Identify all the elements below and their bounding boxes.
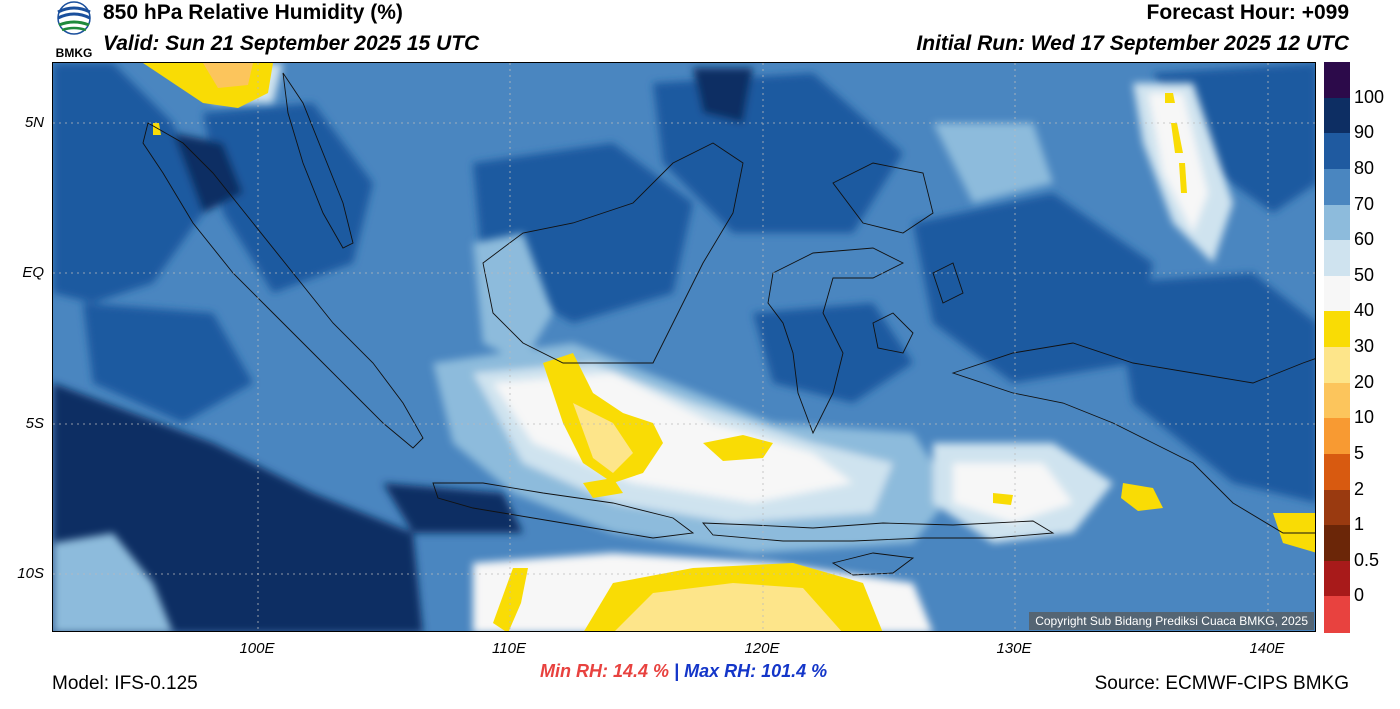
colorbar-label: 10 xyxy=(1354,407,1375,428)
lon-label-110e: 110E xyxy=(492,640,526,657)
colorbar-segment xyxy=(1324,204,1350,241)
colorbar-label: 20 xyxy=(1354,371,1375,392)
colorbar-label: 40 xyxy=(1354,300,1375,321)
colorbar-segment xyxy=(1324,97,1350,134)
lon-label-100e: 100E xyxy=(239,640,275,657)
min-max-stats: Min RH: 14.4 % | Max RH: 101.4 % xyxy=(540,661,827,682)
colorbar-label: 1 xyxy=(1354,514,1365,535)
colorbar-segment xyxy=(1324,489,1350,526)
model-label: Model: IFS-0.125 xyxy=(52,673,198,694)
forecast-hour: Forecast Hour: +099 xyxy=(1146,1,1350,24)
logo-text: BMKG xyxy=(56,46,93,60)
colorbar-segment xyxy=(1324,560,1350,597)
lat-label-5s: 5S xyxy=(25,415,44,432)
colorbar-label: 30 xyxy=(1354,336,1375,356)
colorbar-segment xyxy=(1324,453,1350,490)
colorbar-label: 50 xyxy=(1354,264,1375,285)
colorbar-label: 0.5 xyxy=(1354,549,1380,570)
initial-run: Initial Run: Wed 17 September 2025 12 UT… xyxy=(916,32,1349,55)
colorbar-segment xyxy=(1324,240,1350,277)
colorbar-label: 100 xyxy=(1354,86,1385,107)
copyright-notice: Copyright Sub Bidang Prediksi Cuaca BMKG… xyxy=(1029,612,1314,630)
colorbar-label: 90 xyxy=(1354,122,1375,143)
colorbar-label: 0 xyxy=(1354,585,1365,606)
colorbar-segment xyxy=(1324,382,1350,419)
colorbar-segment xyxy=(1324,275,1350,312)
colorbar-label: 2 xyxy=(1354,478,1365,499)
colorbar-label: 80 xyxy=(1354,157,1375,178)
min-rh: Min RH: 14.4 % xyxy=(540,661,670,681)
lon-label-140e: 140E xyxy=(1249,640,1285,657)
colorbar-segment xyxy=(1324,347,1350,384)
lon-label-130e: 130E xyxy=(996,640,1032,657)
lat-label-eq: EQ xyxy=(22,264,44,281)
colorbar xyxy=(1324,62,1350,633)
colorbar-segment xyxy=(1324,311,1350,348)
colorbar-label: 5 xyxy=(1354,442,1365,463)
colorbar-label: 70 xyxy=(1354,193,1375,214)
max-rh: Max RH: 101.4 % xyxy=(684,661,828,681)
colorbar-segment xyxy=(1324,133,1350,170)
bmkg-logo: BMKG xyxy=(50,0,100,60)
chart-title: 850 hPa Relative Humidity (%) xyxy=(103,1,403,24)
source-label: Source: ECMWF-CIPS BMKG xyxy=(1094,673,1349,694)
colorbar-segment xyxy=(1324,62,1350,99)
colorbar-segment xyxy=(1324,596,1350,633)
colorbar-segment xyxy=(1324,168,1350,205)
stats-separator: | xyxy=(674,661,680,681)
lat-label-5n: 5N xyxy=(24,114,44,131)
valid-time: Valid: Sun 21 September 2025 15 UTC xyxy=(103,32,480,55)
humidity-map xyxy=(52,62,1316,632)
lat-label-10s: 10S xyxy=(17,565,44,582)
colorbar-segment xyxy=(1324,525,1350,562)
colorbar-label: 60 xyxy=(1354,229,1375,250)
lon-label-120e: 120E xyxy=(744,640,780,657)
colorbar-segment xyxy=(1324,418,1350,455)
